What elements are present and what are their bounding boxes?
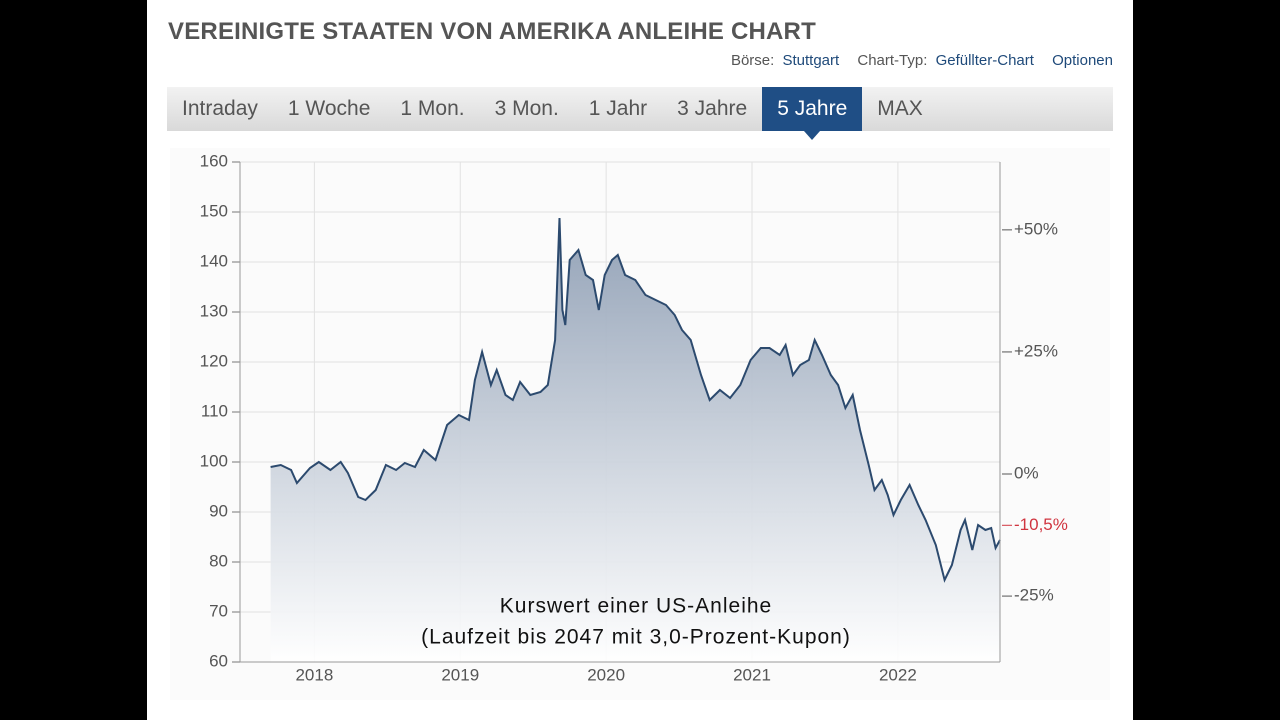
x-tick-label: 2020 <box>587 665 625 684</box>
tab[interactable]: 3 Mon. <box>494 97 559 120</box>
exchange-label: Börse: <box>730 52 775 69</box>
annotation: Kurswert einer US-Anleihe <box>500 595 772 618</box>
x-tick-label: 2022 <box>879 665 917 684</box>
tab[interactable]: 3 Jahre <box>677 97 748 120</box>
y-tick-label: 160 <box>200 151 228 170</box>
y-tick-label: 130 <box>200 301 228 320</box>
options-link[interactable]: Optionen <box>1052 52 1113 69</box>
tab-bar: Intraday 1 Woche 1 Mon. 3 Mon. 1 Jahr 3 Jahre… <box>167 87 1113 140</box>
area <box>270 218 1001 662</box>
chart-options: Börse: Stuttgart Chart-Typ: Gefüllter-Ch… <box>727 52 1113 69</box>
y-tick-label: 80 <box>209 551 228 570</box>
y2-tick-label: +50% <box>1014 219 1058 238</box>
chart-type-label: Chart-Typ: <box>857 52 928 69</box>
chart-type-link[interactable]: Gefüllter-Chart <box>935 52 1034 69</box>
y-tick-label: 120 <box>200 351 228 370</box>
annotation: (Laufzeit bis 2047 mit 3,0-Prozent-Kupon… <box>421 626 851 649</box>
y-tick-label: 60 <box>209 651 228 670</box>
y-tick-label: 150 <box>200 201 228 220</box>
y2-tick-label: -25% <box>1014 586 1054 605</box>
y-tick-label: 90 <box>209 501 228 520</box>
exchange-link[interactable]: Stuttgart <box>782 52 840 69</box>
y-tick-label: 70 <box>209 601 228 620</box>
x-tick-label: 2019 <box>441 665 479 684</box>
y-tick-label: 110 <box>201 401 228 420</box>
tab[interactable]: 1 Woche <box>287 97 371 120</box>
tab[interactable]: 1 Mon. <box>400 97 465 120</box>
y-tick-label: 140 <box>200 251 228 270</box>
y2-tick-label: 0% <box>1014 463 1039 482</box>
page-title: VEREINIGTE STAATEN VON AMERIKA ANLEIHE C… <box>168 18 816 45</box>
tab[interactable]: 1 Jahr <box>588 97 648 120</box>
tab[interactable]: MAX <box>877 97 923 120</box>
line <box>270 217 1001 583</box>
y-tick-label: 100 <box>200 451 228 470</box>
x-tick-label: 2018 <box>295 665 333 684</box>
current-label: -10,5% <box>1014 515 1068 534</box>
x-tick-label: 2021 <box>733 665 771 684</box>
tab[interactable]: 5 Jahre <box>762 87 863 140</box>
tab[interactable]: Intraday <box>182 97 258 120</box>
y2-tick-label: +25% <box>1014 341 1058 360</box>
